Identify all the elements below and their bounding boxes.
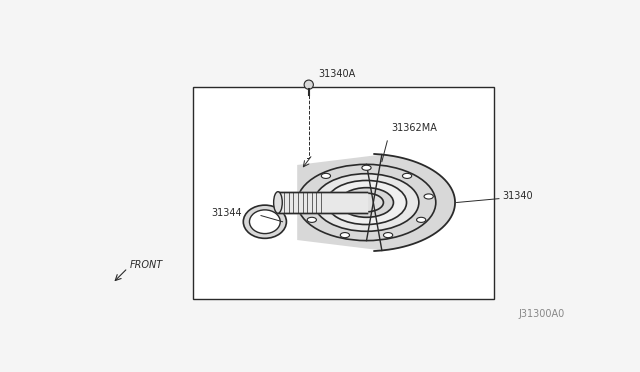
Ellipse shape [274,192,282,213]
Ellipse shape [424,194,433,199]
Text: 31340A: 31340A [318,69,355,79]
Ellipse shape [403,173,412,179]
Ellipse shape [297,164,436,241]
Ellipse shape [243,205,287,238]
Ellipse shape [340,187,394,217]
Ellipse shape [300,194,309,199]
Text: J31300A0: J31300A0 [519,309,565,319]
Ellipse shape [340,232,349,238]
Ellipse shape [304,80,314,89]
Ellipse shape [417,217,426,222]
Ellipse shape [349,193,383,212]
Polygon shape [297,154,455,250]
Text: 31344: 31344 [211,208,242,218]
Text: 31362MA: 31362MA [391,123,437,133]
Text: 31340: 31340 [503,190,533,201]
Text: FRONT: FRONT [130,260,163,270]
Ellipse shape [383,232,393,238]
Ellipse shape [250,210,280,234]
Ellipse shape [362,165,371,170]
Ellipse shape [326,180,406,225]
Bar [193,87,493,299]
Polygon shape [278,192,367,213]
Ellipse shape [307,217,316,222]
Ellipse shape [314,174,419,231]
Ellipse shape [321,173,330,179]
